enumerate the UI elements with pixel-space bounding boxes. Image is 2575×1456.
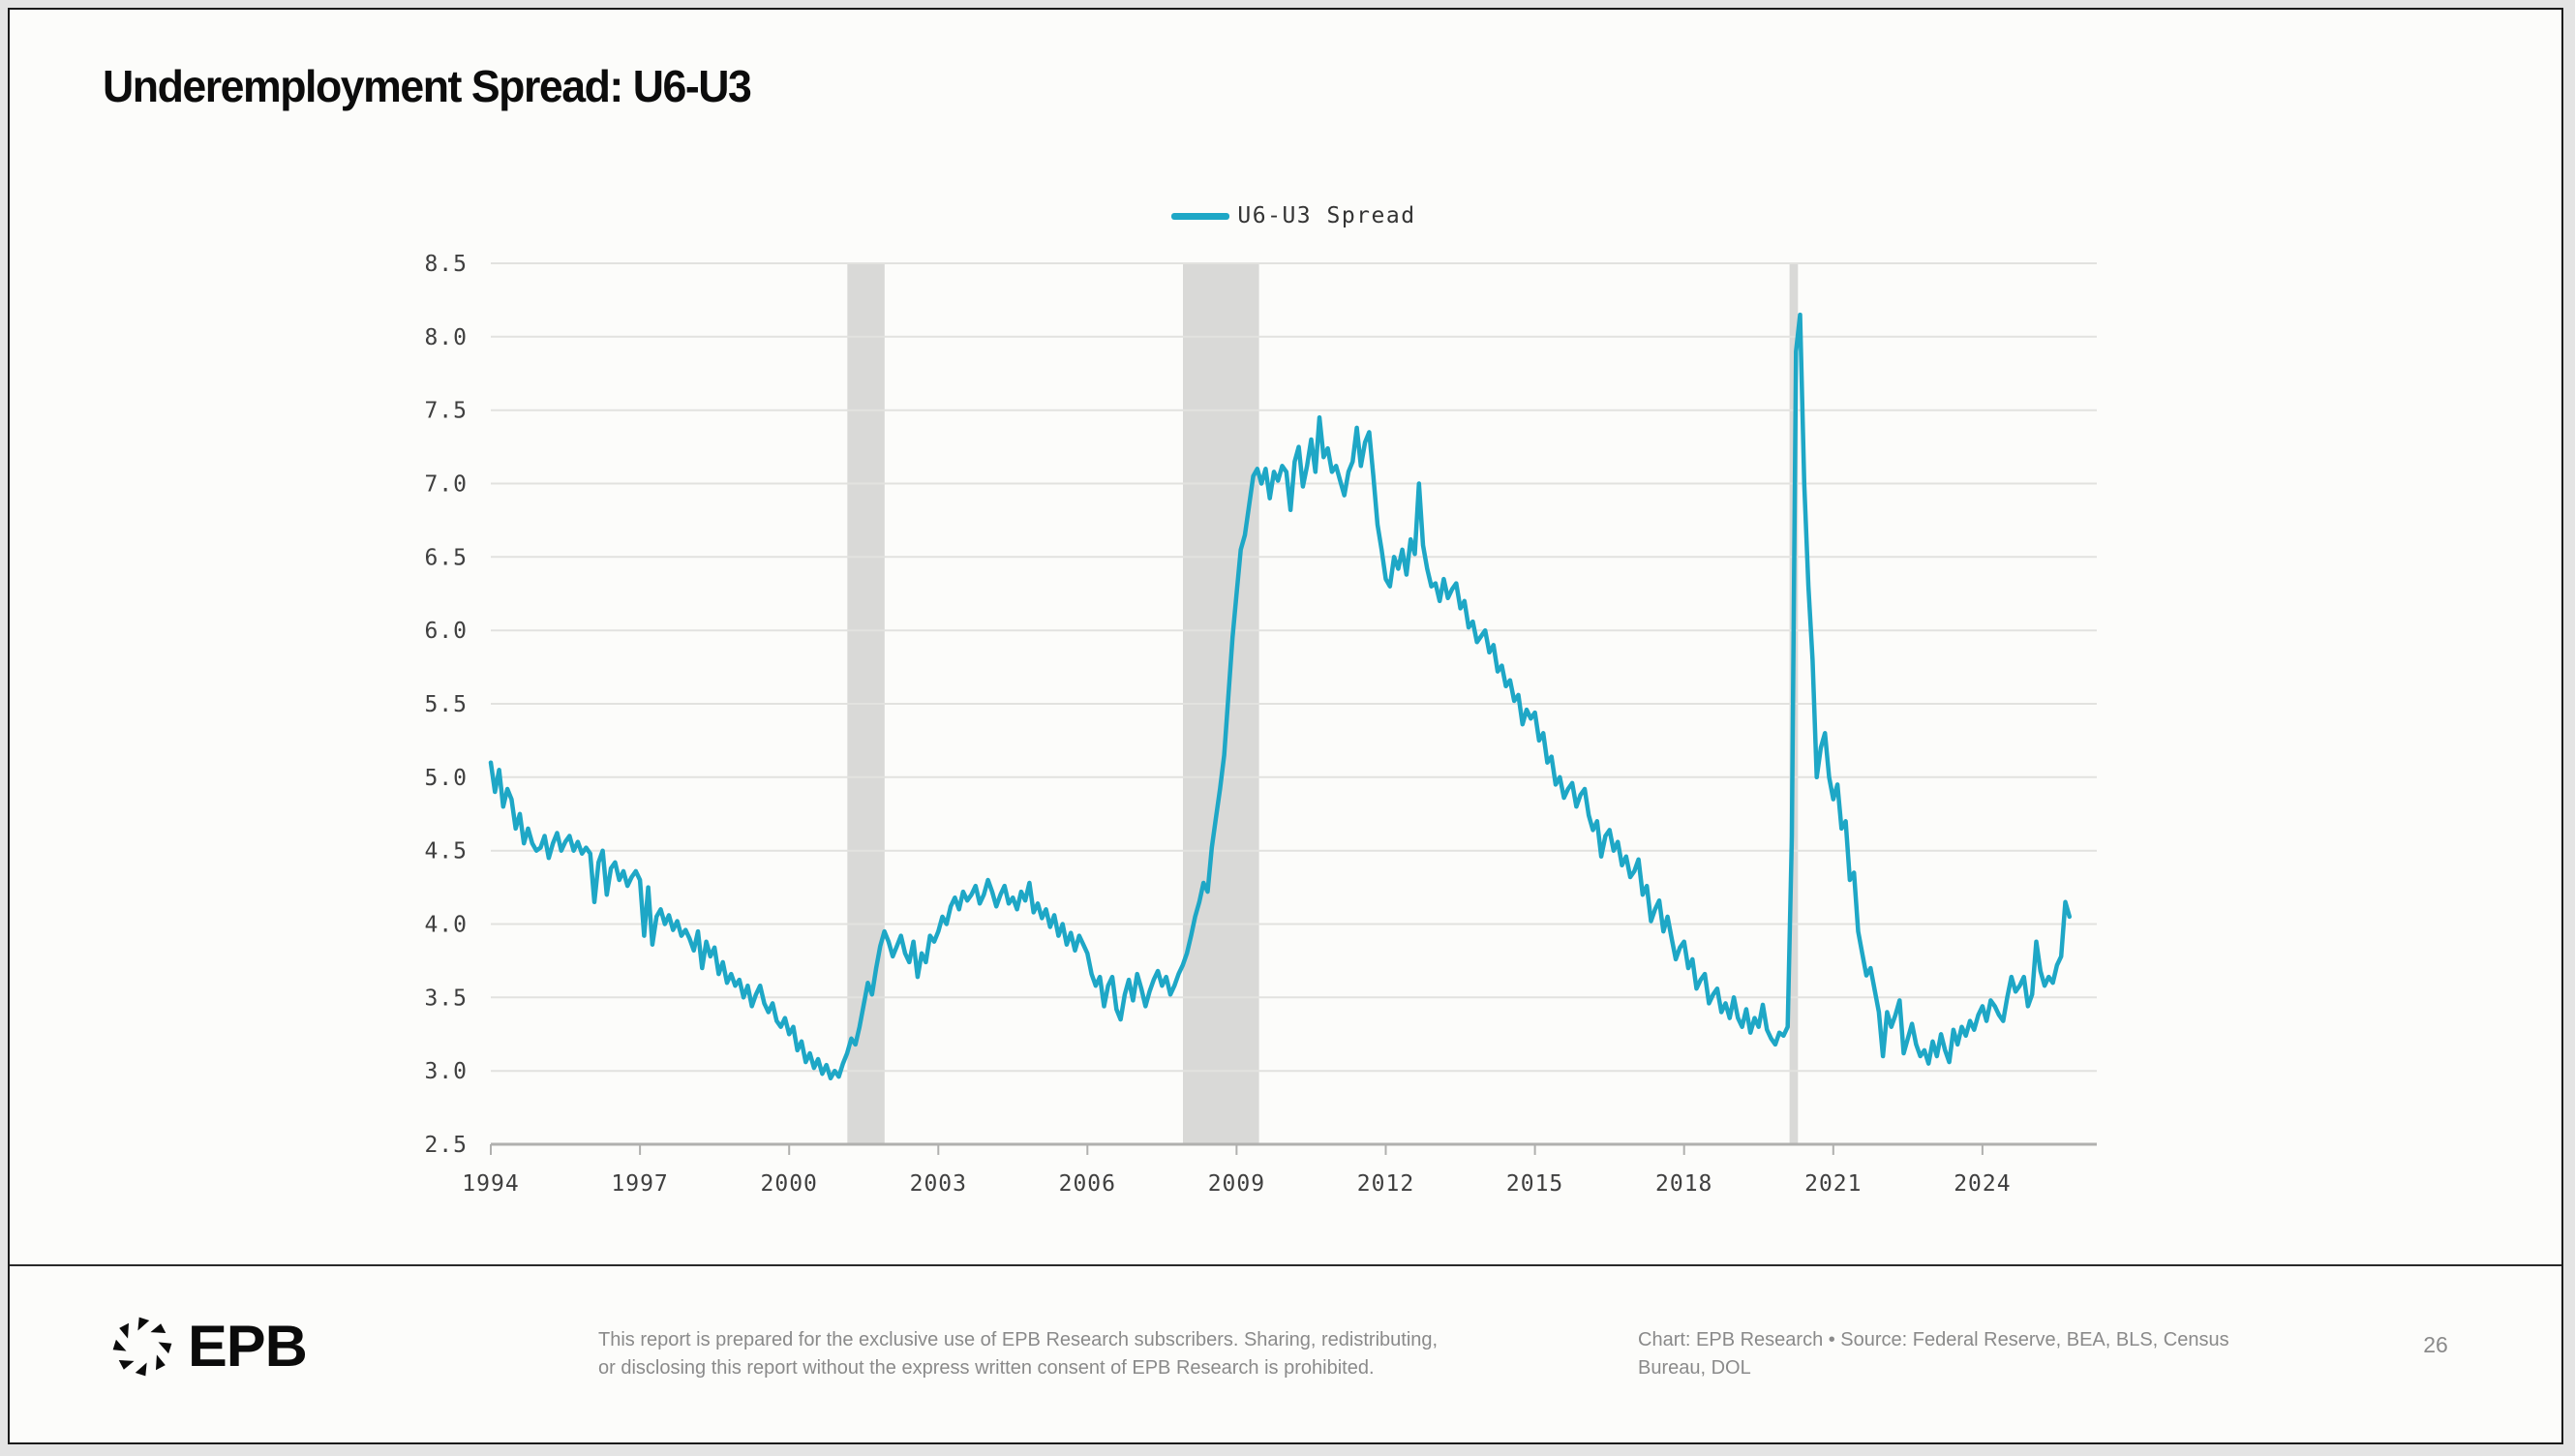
spread-series-line bbox=[488, 312, 2073, 1081]
x-tick-label: 1997 bbox=[611, 1171, 668, 1197]
y-tick-label: 4.0 bbox=[424, 913, 468, 938]
x-tick-label: 2015 bbox=[1506, 1171, 1563, 1197]
legend-series-label: U6-U3 Spread bbox=[1237, 203, 1416, 228]
epb-shutter-icon bbox=[112, 1317, 172, 1376]
chart-source-text: Chart: EPB Research • Source: Federal Re… bbox=[1638, 1326, 2316, 1382]
y-tick-label: 6.0 bbox=[424, 619, 468, 644]
disclaimer-text: This report is prepared for the exclusiv… bbox=[598, 1326, 1576, 1382]
epb-logo: EPB bbox=[110, 1313, 308, 1380]
disclaimer-line-1: This report is prepared for the exclusiv… bbox=[598, 1329, 1439, 1350]
y-axis-labels: 2.5 3.0 3.5 4.0 4.5 5.0 5.5 6.0 6.5 7.0 7.5 8.0 8.5 bbox=[424, 252, 468, 1158]
y-tick-label: 8.5 bbox=[424, 252, 468, 277]
y-tick-label: 3.5 bbox=[424, 986, 468, 1011]
y-tick-label: 5.5 bbox=[424, 692, 468, 717]
source-line-2: Bureau, DOL bbox=[1638, 1357, 1751, 1379]
x-tick-label: 2021 bbox=[1804, 1171, 1862, 1197]
y-tick-label: 7.0 bbox=[424, 472, 468, 498]
legend-line-swatch bbox=[1171, 212, 1230, 220]
epb-logo-text: EPB bbox=[188, 1314, 308, 1379]
x-tick-label: 2000 bbox=[761, 1171, 818, 1197]
gridlines bbox=[491, 262, 2097, 1073]
page-title: Underemployment Spread: U6-U3 bbox=[103, 61, 752, 111]
chart-legend: U6-U3 Spread bbox=[491, 203, 2097, 228]
x-tick-label: 2009 bbox=[1208, 1171, 1265, 1197]
y-tick-label: 6.5 bbox=[424, 545, 468, 570]
source-line-1: Chart: EPB Research • Source: Federal Re… bbox=[1638, 1329, 2229, 1350]
report-slide: Underemployment Spread: U6-U3 U6-U3 Spre… bbox=[8, 8, 2563, 1444]
footer-divider bbox=[10, 1264, 2561, 1266]
x-tick-label: 2018 bbox=[1655, 1171, 1712, 1197]
y-tick-label: 3.0 bbox=[424, 1059, 468, 1084]
x-tick-label: 2003 bbox=[910, 1171, 967, 1197]
y-tick-label: 8.0 bbox=[424, 325, 468, 350]
y-tick-label: 2.5 bbox=[424, 1133, 468, 1158]
u6-u3-spread-line-chart: 2.5 3.0 3.5 4.0 4.5 5.0 5.5 6.0 6.5 7.0 7.5 8.0 8.5 1… bbox=[424, 252, 2097, 1197]
x-tick-label: 2012 bbox=[1357, 1171, 1414, 1197]
x-tick-label: 2024 bbox=[1954, 1171, 2011, 1197]
disclaimer-line-2: or disclosing this report without the ex… bbox=[598, 1357, 1375, 1379]
y-tick-label: 5.0 bbox=[424, 766, 468, 791]
y-tick-label: 4.5 bbox=[424, 839, 468, 864]
x-axis: 1994 1997 2000 2003 2006 2009 2012 2015 2018 2021… bbox=[462, 1142, 2097, 1197]
x-tick-label: 2006 bbox=[1059, 1171, 1116, 1197]
x-tick-label: 1994 bbox=[462, 1171, 519, 1197]
y-tick-label: 7.5 bbox=[424, 399, 468, 424]
footer: EPB This report is prepared for the excl… bbox=[10, 1266, 2561, 1442]
page-number: 26 bbox=[2423, 1332, 2448, 1357]
